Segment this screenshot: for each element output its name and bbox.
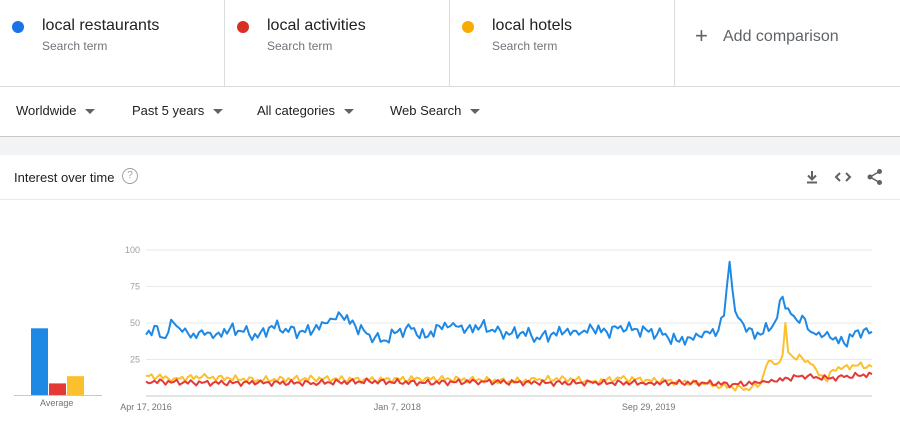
region-dropdown[interactable]: Worldwide: [16, 103, 96, 118]
average-bar-local-restaurants: [31, 328, 48, 395]
x-tick-label: Sep 29, 2019: [622, 402, 676, 412]
term-subtitle: Search term: [267, 39, 333, 53]
term-local-hotels[interactable]: local hotels Search term: [450, 0, 675, 86]
comparison-bar: local restaurants Search term local acti…: [0, 0, 900, 87]
average-bars: [14, 328, 102, 396]
caret-down-icon: [213, 109, 224, 115]
y-tick-label: 75: [130, 282, 140, 292]
series-color-dot: [12, 21, 24, 33]
card-title: Interest over time: [14, 170, 115, 185]
filter-bar: Worldwide Past 5 years All categories We…: [0, 87, 900, 137]
card-header: Interest over time ?: [0, 155, 900, 200]
time-range-label: Past 5 years: [132, 103, 205, 118]
caret-down-icon: [344, 109, 355, 115]
term-subtitle: Search term: [492, 39, 558, 53]
term-subtitle: Search term: [42, 39, 108, 53]
interest-over-time-card: Interest over time ? Average 25 50 75 100 Ap…: [0, 155, 900, 424]
series-line-local-activities: [145, 371, 873, 389]
download-icon[interactable]: [803, 168, 821, 186]
y-tick-label: 100: [125, 245, 140, 255]
term-local-activities[interactable]: local activities Search term: [225, 0, 450, 86]
embed-icon[interactable]: [834, 168, 852, 186]
add-comparison-button[interactable]: + Add comparison: [675, 0, 900, 86]
interest-line-chart: 25 50 75 100 Apr 17, 2016 Jan 7, 2018 Sep 29, …: [120, 245, 873, 412]
search-type-dropdown[interactable]: Web Search: [390, 103, 481, 118]
series-color-dot: [462, 21, 474, 33]
plus-icon: +: [695, 23, 708, 48]
x-tick-label: Apr 17, 2016: [120, 402, 172, 412]
category-dropdown[interactable]: All categories: [257, 103, 355, 118]
region-label: Worldwide: [16, 103, 77, 118]
average-label: Average: [40, 398, 74, 408]
term-name: local activities: [267, 17, 366, 34]
add-comparison-label: Add comparison: [723, 28, 839, 45]
category-label: All categories: [257, 103, 336, 118]
search-type-label: Web Search: [390, 103, 462, 118]
time-range-dropdown[interactable]: Past 5 years: [132, 103, 224, 118]
help-icon[interactable]: ?: [122, 168, 138, 184]
term-name: local restaurants: [42, 17, 160, 34]
share-icon[interactable]: [866, 168, 884, 186]
caret-down-icon: [85, 109, 96, 115]
series-line-local-hotels: [145, 322, 873, 392]
series-line-local-restaurants: [145, 260, 873, 348]
y-tick-label: 25: [130, 355, 140, 365]
y-tick-label: 50: [130, 318, 140, 328]
term-local-restaurants[interactable]: local restaurants Search term: [0, 0, 225, 86]
average-bar-local-activities: [49, 383, 66, 395]
series-color-dot: [237, 21, 249, 33]
term-name: local hotels: [492, 17, 573, 34]
x-tick-label: Jan 7, 2018: [374, 402, 421, 412]
caret-down-icon: [470, 109, 481, 115]
average-bar-local-hotels: [67, 376, 84, 395]
